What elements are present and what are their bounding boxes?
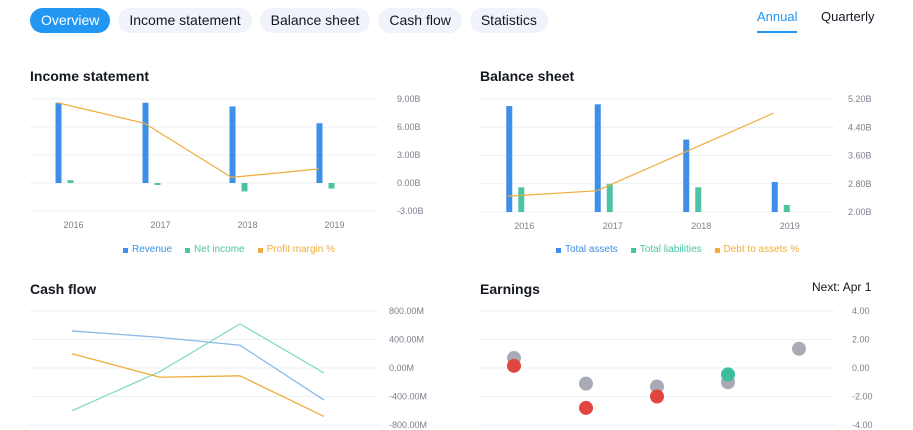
y-tick-label: -3.00B — [397, 206, 424, 216]
earnings-point — [792, 341, 806, 356]
earnings-point — [650, 379, 664, 394]
y-tick-label: 0.00M — [389, 363, 414, 373]
next-earnings-date: Apr 1 — [842, 280, 872, 294]
y-tick-label: 2.80B — [848, 179, 872, 189]
bar-net-income — [328, 183, 335, 189]
y-tick-label: -2.00 — [852, 392, 873, 402]
x-tick-label: 2016 — [63, 220, 83, 230]
y-tick-label: 4.40B — [848, 122, 872, 132]
legend-swatch-total-liabilities — [630, 247, 636, 253]
legend-item-net-income[interactable]: Net income — [185, 244, 245, 256]
legend-item-debt-to-assets[interactable]: Debt to assets % — [714, 244, 800, 256]
bar-total-assets — [506, 106, 513, 212]
x-tick-label: 2016 — [514, 221, 534, 231]
y-tick-label: 2.00B — [848, 207, 872, 217]
y-tick-label: 0.00 — [852, 363, 870, 373]
bar-net-income — [67, 180, 74, 183]
legend-item-total-assets[interactable]: Total assets — [556, 244, 618, 256]
earnings-chart: 4.00 2.00 0.00 -2.00 -4.00 — [480, 306, 873, 430]
legend-swatch-profit-margin — [257, 247, 263, 253]
y-tick-label: 3.00B — [397, 150, 421, 160]
legend-swatch-net-income — [185, 247, 191, 253]
bar-total-liabilities — [606, 183, 613, 212]
y-tick-label: 0.00B — [397, 178, 421, 188]
earnings-point — [579, 376, 593, 391]
y-tick-label: 5.20B — [848, 94, 872, 104]
line-profit-margin- — [57, 102, 319, 179]
bar-total-assets — [771, 181, 778, 212]
balance-sheet-legend: Total assets Total liabilities Debt to a… — [556, 244, 799, 256]
balance-sheet-title: Balance sheet — [480, 68, 575, 84]
legend-item-revenue[interactable]: Revenue — [123, 244, 172, 256]
balance-sheet-chart: 5.20B 4.40B 3.60B 2.80B 2.00B 2016 2017 2018 201… — [480, 94, 872, 231]
bar-revenue — [229, 106, 236, 183]
y-tick-label: 3.60B — [848, 151, 872, 161]
period-annual-toggle[interactable]: Annual — [757, 9, 798, 33]
earnings-title: Earnings — [480, 281, 540, 297]
legend-label-total-liabilities: Total liabilities — [639, 244, 702, 255]
x-tick-label: 2017 — [150, 220, 170, 230]
legend-label-debt-to-assets: Debt to assets % — [723, 244, 800, 255]
bar-revenue — [316, 123, 323, 183]
y-tick-label: 6.00B — [397, 122, 421, 132]
y-tick-label: -800.00M — [389, 420, 427, 430]
cash-flow-chart: 800.00M 400.00M 0.00M -400.00M -800.00M — [30, 306, 427, 430]
cash-flow-title: Cash flow — [30, 281, 97, 297]
y-tick-label: 9.00B — [397, 94, 421, 104]
earnings-point — [721, 367, 735, 382]
y-tick-label: 800.00M — [389, 306, 424, 316]
legend-label-net-income: Net income — [194, 244, 245, 255]
x-tick-label: 2019 — [780, 221, 800, 231]
cash-flow-line — [71, 330, 325, 401]
legend-item-total-liabilities[interactable]: Total liabilities — [630, 244, 702, 256]
x-tick-label: 2018 — [237, 220, 257, 230]
tab-income-statement[interactable]: Income statement — [118, 8, 252, 33]
y-tick-label: -4.00 — [852, 420, 873, 430]
legend-label-total-assets: Total assets — [565, 244, 618, 255]
tab-bar: Overview Income statement Balance sheet … — [30, 8, 548, 33]
legend-label-revenue: Revenue — [132, 244, 173, 255]
tab-balance-sheet[interactable]: Balance sheet — [259, 8, 371, 33]
earnings-point — [579, 400, 593, 415]
bar-total-liabilities — [783, 204, 790, 212]
cash-flow-line — [71, 323, 325, 412]
bar-total-assets — [594, 104, 601, 212]
next-earnings-prefix: Next: — [812, 280, 841, 294]
y-tick-label: 400.00M — [389, 335, 424, 345]
x-tick-label: 2019 — [324, 220, 344, 230]
bar-revenue — [142, 102, 149, 183]
income-statement-title: Income statement — [30, 68, 150, 84]
next-earnings-label: Next: Apr 1 — [812, 280, 871, 294]
period-quarterly-toggle[interactable]: Quarterly — [821, 9, 875, 24]
earnings-point — [507, 358, 521, 373]
income-statement-chart: 9.00B 6.00B 3.00B 0.00B -3.00B 2016 2017 2018 20… — [30, 94, 424, 230]
legend-swatch-total-assets — [556, 247, 561, 253]
legend-swatch-debt-to-assets — [714, 247, 720, 253]
line-debt-to-assets- — [508, 112, 774, 197]
tab-statistics[interactable]: Statistics — [469, 8, 548, 33]
legend-item-profit-margin[interactable]: Profit margin % — [257, 244, 335, 256]
tab-cash-flow[interactable]: Cash flow — [378, 8, 462, 33]
bar-revenue — [55, 102, 62, 183]
legend-label-profit-margin: Profit margin % — [266, 244, 335, 255]
bar-total-liabilities — [518, 187, 525, 212]
bar-net-income — [154, 183, 161, 185]
y-tick-label: 2.00 — [852, 335, 870, 345]
cash-flow-line — [71, 353, 325, 418]
x-tick-label: 2018 — [691, 221, 711, 231]
legend-swatch-revenue — [123, 247, 128, 253]
bar-total-liabilities — [695, 187, 702, 212]
bar-total-assets — [683, 139, 690, 212]
y-tick-label: 4.00 — [852, 306, 870, 316]
x-tick-label: 2017 — [603, 221, 623, 231]
y-tick-label: -400.00M — [389, 392, 427, 402]
tab-overview[interactable]: Overview — [30, 8, 111, 33]
income-statement-legend: Revenue Net income Profit margin % — [123, 244, 335, 256]
bar-net-income — [241, 183, 248, 192]
earnings-point — [650, 389, 664, 404]
